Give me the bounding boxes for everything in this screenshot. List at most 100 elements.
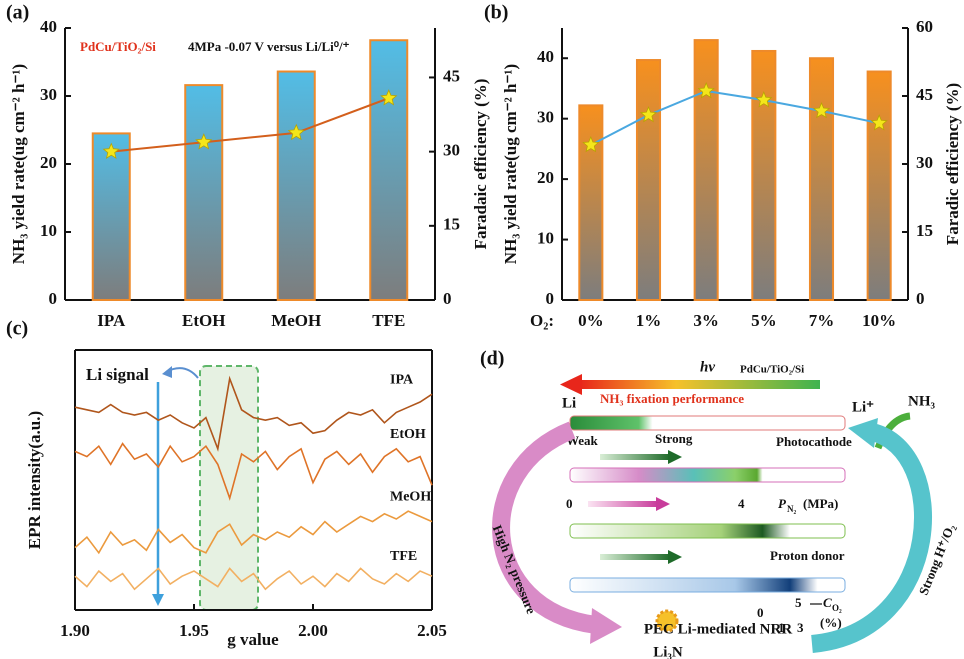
y-tick-label: 10: [40, 221, 57, 240]
y-tick-label: 40: [537, 47, 554, 66]
trend-arrow: [600, 554, 670, 560]
pressure-unit: (MPa): [803, 496, 838, 511]
trend-arrow: [588, 501, 658, 507]
x-tick-label: 5%: [751, 311, 777, 330]
pressure-max: 4: [738, 496, 745, 511]
y-axis-label: NH₃ yield rate(ug cm⁻² h⁻¹): [9, 64, 28, 264]
pressure-label: P: [778, 496, 787, 511]
trend-arrow: [600, 454, 670, 460]
x-tick-label: 10%: [862, 311, 896, 330]
oxygen-bar: [570, 578, 845, 592]
y2-tick-label: 60: [916, 17, 933, 36]
panel-label: (a): [6, 2, 29, 24]
y2-tick-label: 30: [443, 141, 460, 160]
series-label: TFE: [390, 549, 417, 564]
bar: [579, 105, 602, 300]
performance-arrow: [580, 380, 820, 389]
arrow-head: [668, 550, 682, 564]
diagram: (d) hν PdCu/TiO₂/Si NH₃ fixation perform…: [480, 348, 958, 659]
performance-label: NH₃ fixation performance: [600, 391, 744, 406]
y-axis-label: NH₃ yield rate(ug cm⁻² h⁻¹): [501, 64, 520, 264]
series-label: MeOH: [390, 489, 431, 504]
catalyst-label: PdCu/TiO₂/Si: [740, 364, 804, 376]
y2-tick-label: 45: [443, 66, 460, 85]
product-label: Li₃N: [653, 644, 683, 659]
pressure-min: 0: [566, 496, 573, 511]
y-tick-label: 40: [40, 17, 57, 36]
bar: [637, 60, 660, 300]
x-axis-label: O₂:: [530, 311, 554, 330]
x-tick-label: 2.00: [298, 621, 328, 640]
x-tick-label: IPA: [97, 311, 126, 330]
y2-tick-label: 0: [916, 289, 925, 308]
annotation: Li signal: [86, 365, 149, 384]
arrow-head: [668, 450, 682, 464]
bar: [93, 133, 130, 300]
y-tick-label: 20: [537, 168, 554, 187]
proton-bar: [570, 524, 845, 538]
figure: (a) PdCu/TiO₂/Si 4MPa -0.07 V versus Li/…: [0, 0, 964, 659]
arrow-head: [162, 366, 172, 378]
co2-label: C: [823, 595, 832, 610]
y-tick-label: 30: [537, 108, 554, 127]
center-label: PEC Li-mediated NRR: [644, 621, 792, 637]
photocathode-bar: [570, 416, 845, 430]
co2-unit: (%): [820, 615, 842, 630]
y-tick-label: 10: [537, 228, 554, 247]
x-tick-label: EtOH: [182, 311, 225, 330]
photocathode-label: Photocathode: [776, 434, 852, 449]
arrow-head: [848, 418, 878, 448]
panel-label: (c): [6, 318, 28, 340]
x-axis-label: g value: [227, 630, 279, 649]
li-label: Li: [562, 395, 576, 411]
pressure-subscript: N₂: [787, 504, 796, 514]
y-axis-label: EPR intensity(a.u.): [25, 411, 44, 549]
series-line: [111, 98, 389, 151]
arrow-head: [590, 608, 622, 644]
x-tick-label: 1%: [636, 311, 662, 330]
bar: [278, 72, 315, 300]
co2-tick: 5: [795, 595, 802, 610]
y-tick-label: 0: [546, 289, 555, 308]
proton-label: Proton donor: [770, 548, 845, 563]
x-tick-label: 1.95: [179, 621, 209, 640]
bar: [695, 40, 718, 300]
co2-tick: 0: [757, 605, 764, 620]
bar: [868, 72, 891, 300]
bar: [752, 51, 775, 300]
annotation: PdCu/TiO₂/Si: [80, 39, 156, 54]
y2-tick-label: 15: [443, 215, 460, 234]
panel-label: (d): [480, 348, 504, 370]
highlight-region: [200, 366, 258, 610]
x-tick-label: 1.90: [60, 621, 90, 640]
arrow-head: [152, 594, 164, 606]
bar: [810, 58, 833, 300]
y-tick-label: 0: [49, 289, 58, 308]
arrow-head: [656, 497, 670, 511]
x-tick-label: 7%: [809, 311, 835, 330]
panel-label: (b): [484, 2, 508, 24]
series-label: IPA: [390, 372, 414, 387]
annotation: 4MPa -0.07 V versus Li/Li⁰/⁺: [188, 39, 350, 54]
y2-tick-label: 45: [916, 85, 933, 104]
x-tick-label: TFE: [372, 311, 405, 330]
y2-axis-label: Faradic efficiency (%): [943, 83, 962, 245]
left-arrow-label: High N₂ pressure: [490, 523, 539, 616]
y2-axis-label: Faradaic efficiency (%): [471, 79, 490, 250]
x-tick-label: 2.05: [417, 621, 447, 640]
y-tick-label: 30: [40, 85, 57, 104]
bar: [370, 40, 407, 300]
x-tick-label: 3%: [693, 311, 719, 330]
y2-tick-label: 15: [916, 221, 933, 240]
y2-tick-label: 30: [916, 153, 933, 172]
li-ion-label: Li⁺: [852, 399, 874, 415]
light-label: hν: [700, 359, 715, 375]
co2-tick: 3: [797, 620, 804, 635]
pressure-bar: [570, 468, 845, 482]
series-line: [591, 91, 879, 145]
strong-label: Strong: [655, 431, 693, 446]
arrow-head: [560, 374, 582, 395]
y-tick-label: 20: [40, 153, 57, 172]
x-tick-label: MeOH: [271, 311, 321, 330]
bar: [185, 85, 222, 300]
